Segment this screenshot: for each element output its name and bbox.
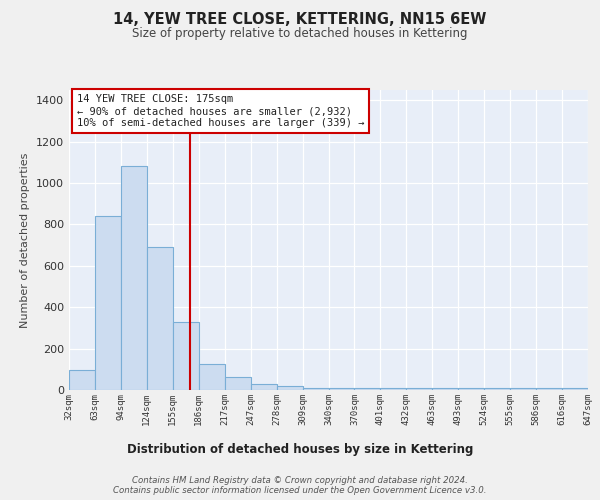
Text: Size of property relative to detached houses in Kettering: Size of property relative to detached ho… (132, 28, 468, 40)
Bar (562, 388, 588, 390)
Bar (458, 388, 484, 390)
Bar (510, 388, 536, 390)
Bar (69, 370, 95, 390)
Text: 14, YEW TREE CLOSE, KETTERING, NN15 6EW: 14, YEW TREE CLOSE, KETTERING, NN15 6EW (113, 12, 487, 28)
Bar (302, 388, 329, 390)
Bar (173, 322, 199, 390)
Bar (95, 216, 121, 390)
Bar (199, 364, 224, 390)
Bar (225, 377, 251, 390)
Bar (406, 388, 432, 390)
Bar (433, 388, 458, 390)
Text: Distribution of detached houses by size in Kettering: Distribution of detached houses by size … (127, 442, 473, 456)
Bar (277, 386, 302, 390)
Bar (484, 388, 510, 390)
Text: Contains HM Land Registry data © Crown copyright and database right 2024.
Contai: Contains HM Land Registry data © Crown c… (113, 476, 487, 495)
Bar (251, 384, 277, 390)
Bar (147, 246, 173, 390)
Bar (536, 388, 562, 390)
Bar (380, 388, 406, 390)
Bar (355, 388, 380, 390)
Bar (121, 166, 147, 390)
Bar (329, 388, 355, 390)
Text: 14 YEW TREE CLOSE: 175sqm
← 90% of detached houses are smaller (2,932)
10% of se: 14 YEW TREE CLOSE: 175sqm ← 90% of detac… (77, 94, 364, 128)
Y-axis label: Number of detached properties: Number of detached properties (20, 152, 31, 328)
